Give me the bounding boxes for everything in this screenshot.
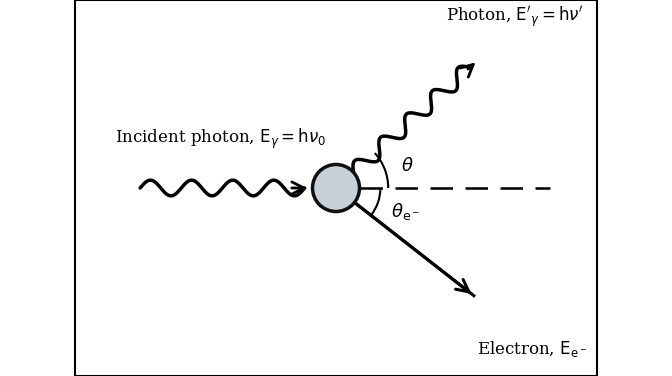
Text: $\theta$: $\theta$	[401, 157, 414, 175]
Text: Electron, $\mathrm{E}_{\mathrm{e}^-}$: Electron, $\mathrm{E}_{\mathrm{e}^-}$	[477, 340, 587, 359]
Text: Incident photon, $\mathrm{E}_\gamma = \mathrm{h}\nu_0$: Incident photon, $\mathrm{E}_\gamma = \m…	[116, 127, 327, 152]
Text: Photon, $\mathrm{E}'_\gamma = \mathrm{h}\nu'$: Photon, $\mathrm{E}'_\gamma = \mathrm{h}…	[446, 5, 584, 30]
Text: $\theta_{\mathrm{e}^-}$: $\theta_{\mathrm{e}^-}$	[391, 201, 420, 222]
Circle shape	[312, 165, 360, 212]
